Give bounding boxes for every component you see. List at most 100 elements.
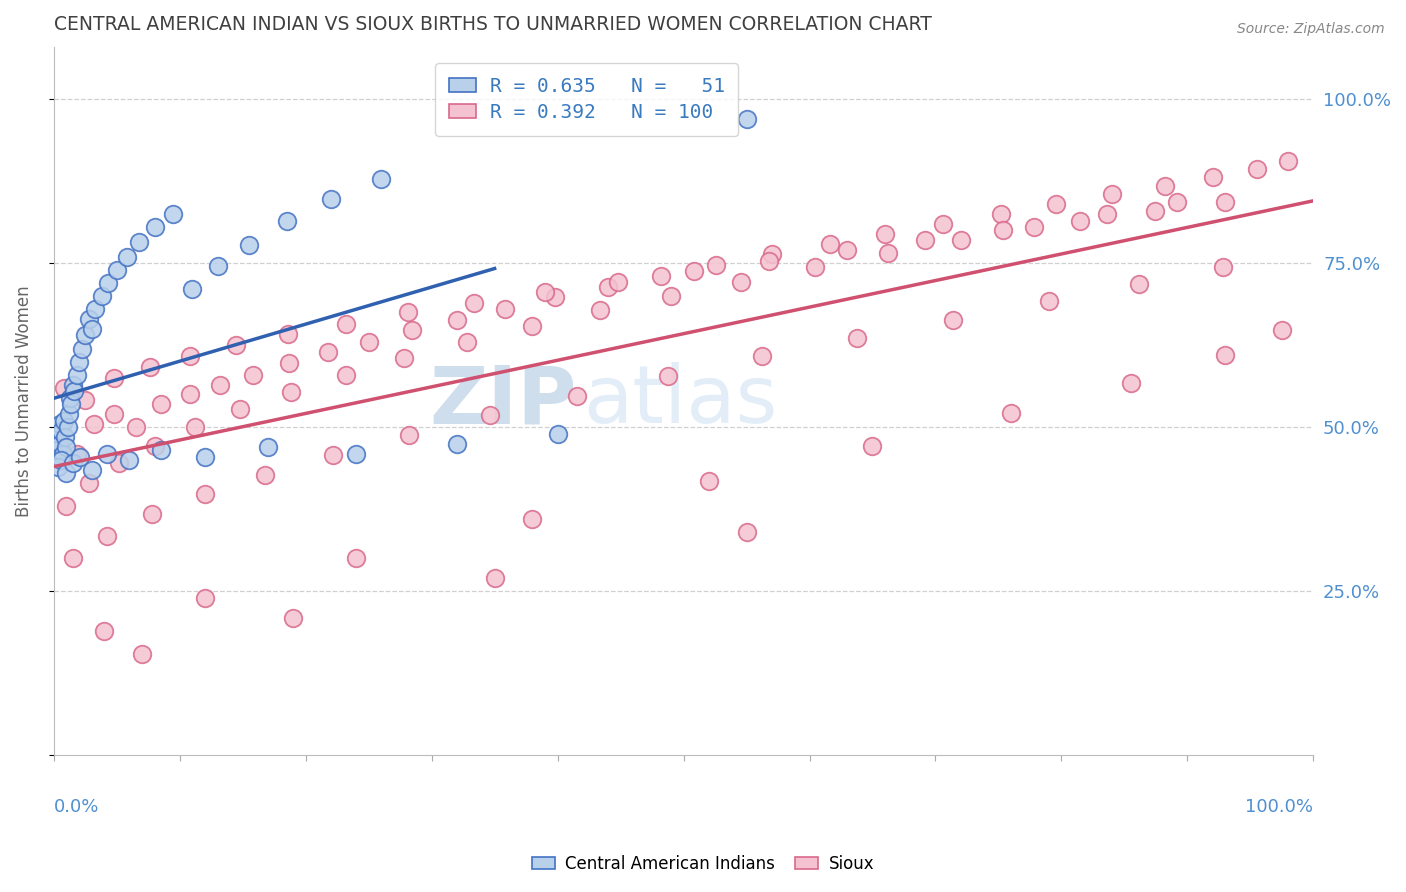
- Point: [657, 369, 679, 384]
- Point: [818, 236, 841, 251]
- Point: [55, 499, 77, 513]
- Point: [607, 275, 630, 289]
- Point: [51, 453, 73, 467]
- Point: [49, 417, 72, 431]
- Point: [335, 368, 357, 382]
- Point: [276, 213, 298, 227]
- Point: [238, 237, 260, 252]
- Point: [149, 443, 172, 458]
- Point: [80, 463, 103, 477]
- Point: [1000, 406, 1022, 420]
- Point: [77, 312, 100, 326]
- Point: [277, 327, 299, 342]
- Point: [46, 459, 69, 474]
- Point: [478, 409, 501, 423]
- Legend: Central American Indians, Sioux: Central American Indians, Sioux: [526, 848, 880, 880]
- Point: [63, 384, 86, 399]
- Point: [143, 439, 166, 453]
- Point: [1119, 376, 1142, 390]
- Point: [60, 397, 83, 411]
- Point: [704, 258, 727, 272]
- Y-axis label: Births to Unmarried Women: Births to Unmarried Women: [15, 285, 32, 516]
- Point: [565, 389, 588, 403]
- Point: [53, 430, 76, 444]
- Point: [1128, 277, 1150, 292]
- Text: Source: ZipAtlas.com: Source: ZipAtlas.com: [1237, 22, 1385, 37]
- Point: [463, 295, 485, 310]
- Point: [596, 280, 619, 294]
- Point: [70, 342, 93, 356]
- Point: [184, 420, 207, 434]
- Point: [398, 428, 420, 442]
- Point: [118, 453, 141, 467]
- Point: [229, 401, 252, 416]
- Point: [589, 303, 612, 318]
- Point: [730, 275, 752, 289]
- Point: [80, 322, 103, 336]
- Point: [97, 276, 120, 290]
- Point: [52, 414, 75, 428]
- Point: [1271, 323, 1294, 337]
- Point: [914, 233, 936, 247]
- Point: [544, 290, 567, 304]
- Text: ZIP: ZIP: [429, 362, 576, 440]
- Point: [1213, 194, 1236, 209]
- Point: [242, 368, 264, 382]
- Point: [225, 338, 247, 352]
- Point: [83, 417, 105, 431]
- Point: [322, 448, 344, 462]
- Point: [138, 359, 160, 374]
- Point: [1038, 294, 1060, 309]
- Point: [1246, 161, 1268, 176]
- Point: [65, 446, 87, 460]
- Point: [446, 312, 468, 326]
- Point: [697, 474, 720, 488]
- Point: [319, 192, 342, 206]
- Point: [876, 246, 898, 260]
- Point: [990, 207, 1012, 221]
- Point: [46, 443, 69, 458]
- Point: [1166, 194, 1188, 209]
- Point: [51, 424, 73, 438]
- Point: [75, 328, 97, 343]
- Point: [344, 446, 367, 460]
- Point: [65, 368, 87, 382]
- Point: [1201, 169, 1223, 184]
- Point: [96, 446, 118, 460]
- Point: [682, 264, 704, 278]
- Point: [932, 217, 955, 231]
- Point: [179, 350, 201, 364]
- Point: [761, 247, 783, 261]
- Point: [77, 476, 100, 491]
- Point: [194, 487, 217, 501]
- Point: [143, 220, 166, 235]
- Point: [803, 260, 825, 274]
- Point: [55, 440, 77, 454]
- Point: [58, 407, 80, 421]
- Point: [254, 467, 277, 482]
- Point: [105, 262, 128, 277]
- Point: [1045, 197, 1067, 211]
- Legend: R = 0.635   N =   51, R = 0.392   N = 100: R = 0.635 N = 51, R = 0.392 N = 100: [434, 63, 738, 136]
- Point: [357, 334, 380, 349]
- Point: [1069, 213, 1091, 227]
- Point: [103, 371, 125, 385]
- Point: [862, 439, 884, 453]
- Point: [318, 345, 340, 359]
- Point: [125, 420, 148, 434]
- Point: [942, 312, 965, 326]
- Point: [257, 440, 280, 454]
- Point: [194, 450, 217, 464]
- Point: [75, 392, 97, 407]
- Point: [162, 207, 184, 221]
- Point: [115, 250, 138, 264]
- Point: [650, 269, 672, 284]
- Point: [993, 223, 1015, 237]
- Text: 100.0%: 100.0%: [1246, 797, 1313, 816]
- Point: [62, 456, 84, 470]
- Point: [873, 227, 896, 241]
- Point: [837, 243, 859, 257]
- Point: [194, 591, 217, 605]
- Point: [1101, 187, 1123, 202]
- Point: [344, 551, 367, 566]
